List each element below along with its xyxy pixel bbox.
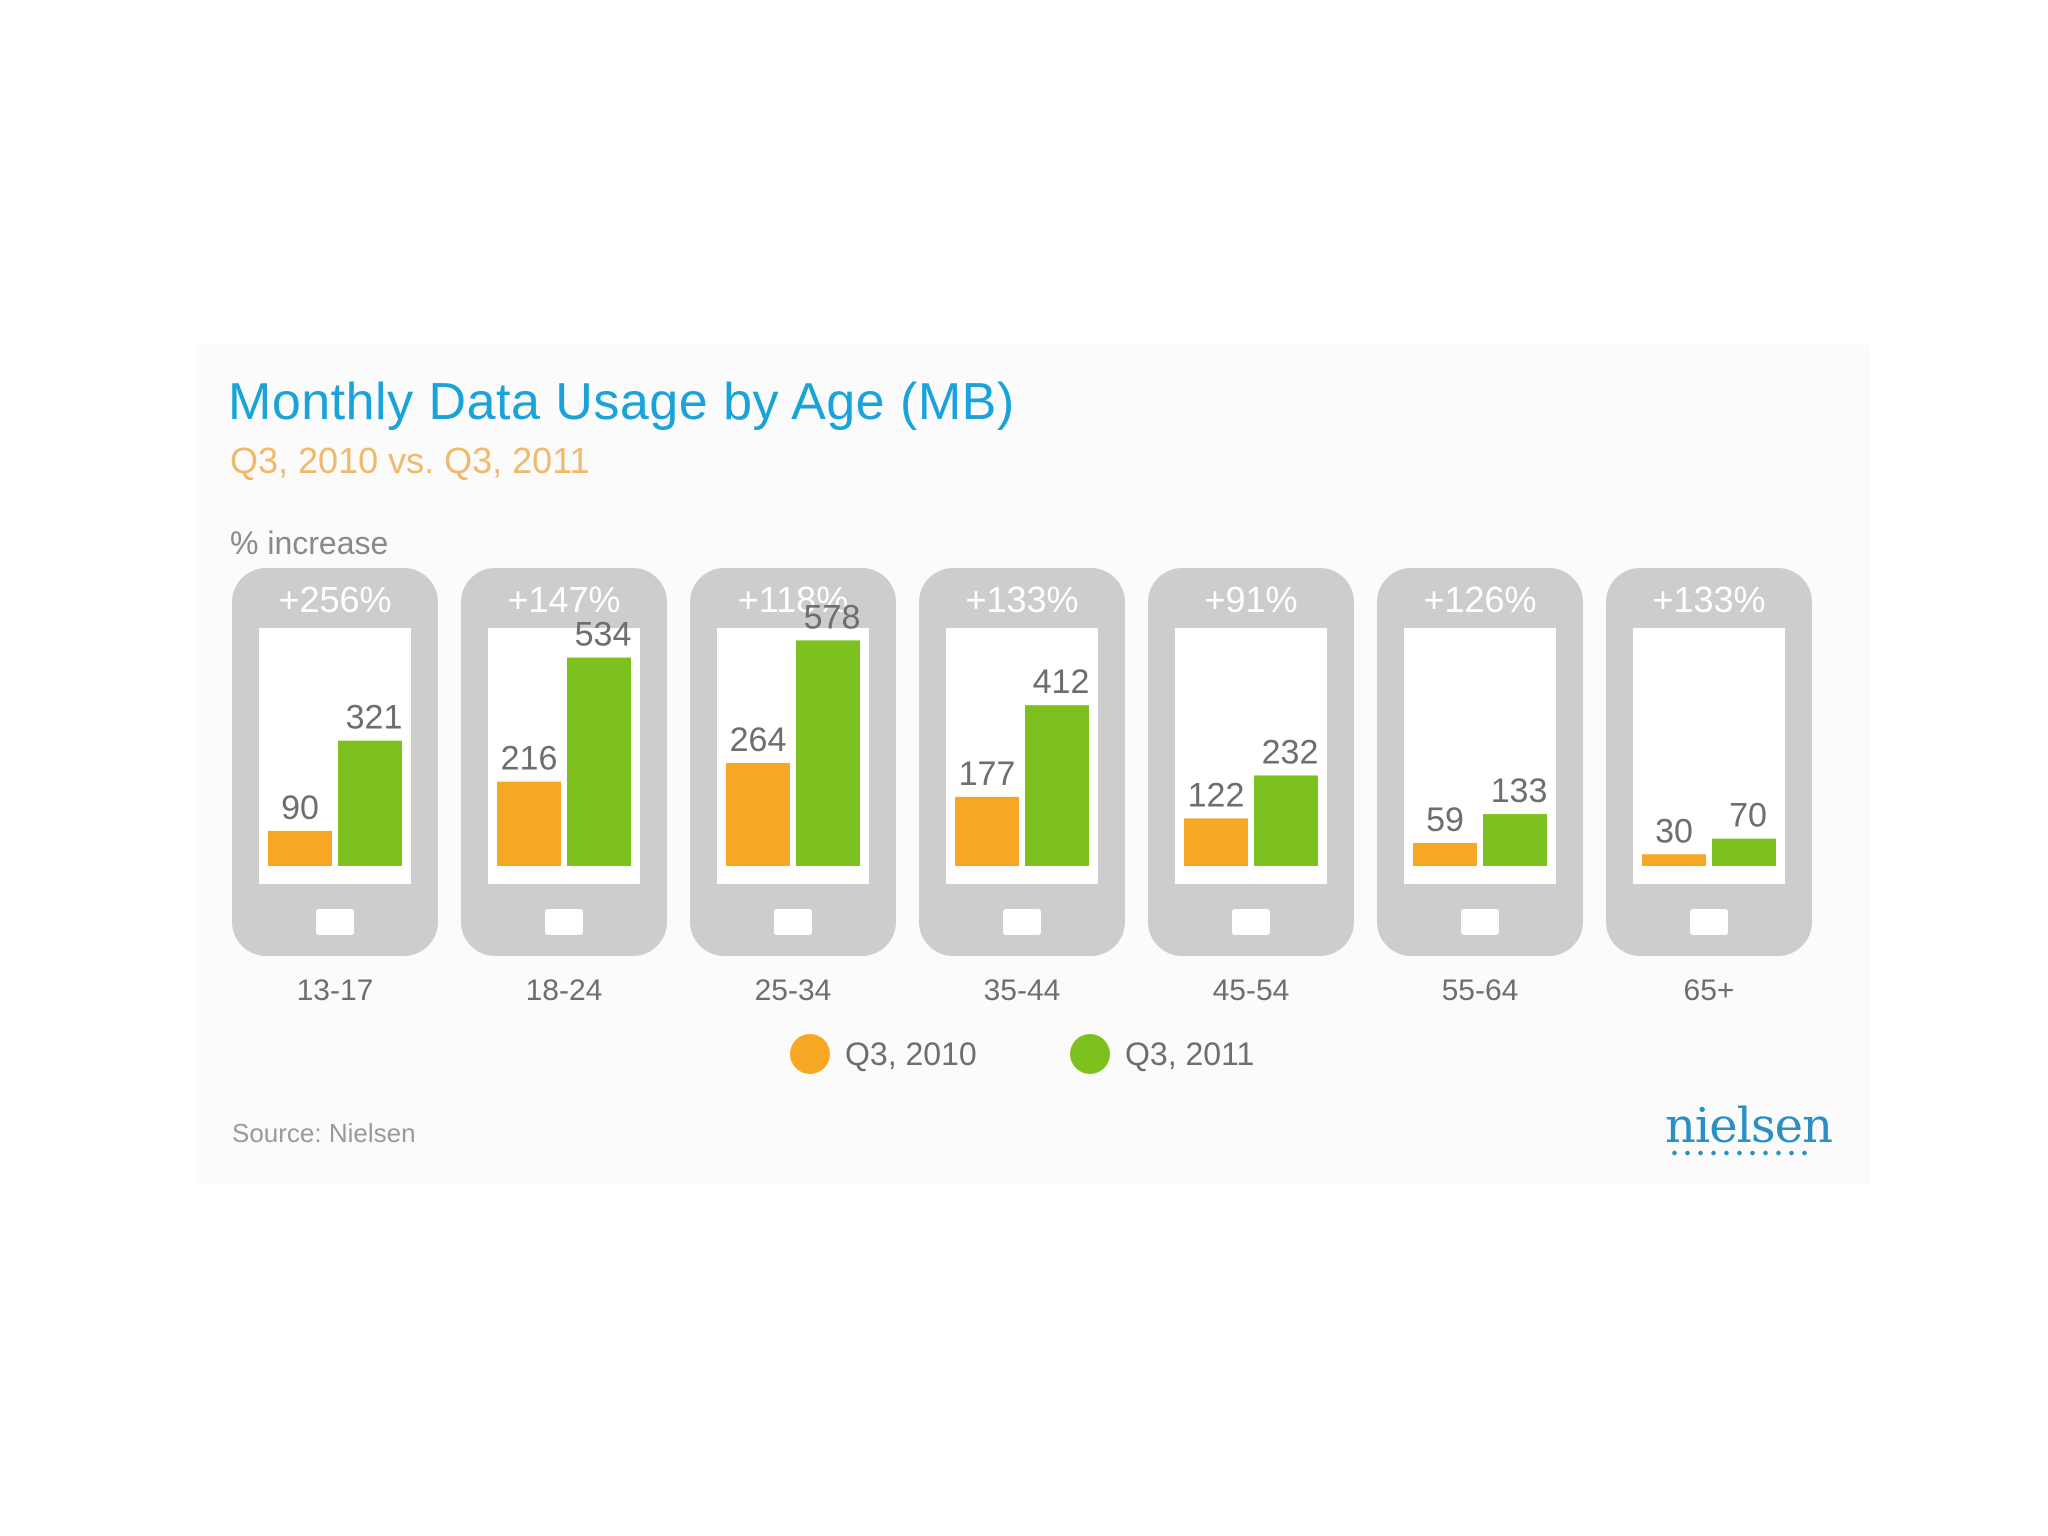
legend-label: Q3, 2010: [845, 1036, 977, 1072]
data-label: 534: [575, 616, 632, 654]
bar-q3-2011: [796, 640, 860, 866]
bar-q3-2010: [726, 762, 790, 866]
bar-q3-2011: [567, 657, 631, 866]
phone-home-button: [1690, 909, 1728, 935]
category-label: 25-34: [755, 974, 832, 1007]
percent-increase-label: % increase: [230, 525, 389, 561]
increase-label: +133%: [1652, 579, 1765, 620]
chart-title: Monthly Data Usage by Age (MB): [228, 373, 1015, 431]
category-label: 18-24: [526, 974, 603, 1007]
nielsen-logo: nielsen: [1665, 1098, 1833, 1154]
increase-label: +256%: [278, 579, 391, 620]
category-label: 35-44: [984, 974, 1061, 1007]
category-label: 13-17: [297, 974, 374, 1007]
data-label: 30: [1655, 812, 1693, 850]
bar-q3-2011: [1712, 838, 1776, 866]
nielsen-logo-dots: [1668, 1150, 1814, 1156]
data-label: 133: [1491, 772, 1548, 810]
bar-q3-2010: [955, 796, 1019, 866]
data-label: 578: [804, 598, 861, 636]
legend-marker: [1070, 1034, 1110, 1074]
category-label: 55-64: [1442, 974, 1519, 1007]
bar-q3-2011: [1025, 705, 1089, 866]
phone-home-button: [1003, 909, 1041, 935]
bar-q3-2010: [1184, 818, 1248, 866]
data-label: 122: [1188, 776, 1245, 814]
bar-q3-2010: [497, 781, 561, 866]
data-label: 90: [281, 789, 319, 827]
data-label: 216: [501, 740, 558, 778]
increase-label: +147%: [507, 579, 620, 620]
phone-home-button: [545, 909, 583, 935]
category-label: 45-54: [1213, 974, 1290, 1007]
bar-q3-2011: [338, 740, 402, 866]
legend-label: Q3, 2011: [1125, 1036, 1254, 1072]
data-label: 70: [1729, 797, 1767, 835]
chart-subtitle: Q3, 2010 vs. Q3, 2011: [230, 440, 590, 481]
data-label: 59: [1426, 801, 1464, 839]
data-label: 177: [959, 755, 1016, 793]
phone-home-button: [316, 909, 354, 935]
increase-label: +133%: [965, 579, 1078, 620]
data-label: 412: [1033, 663, 1090, 701]
bar-q3-2011: [1483, 814, 1547, 866]
bar-q3-2010: [268, 830, 332, 866]
bar-q3-2010: [1642, 854, 1706, 866]
phone-home-button: [1461, 909, 1499, 935]
phone-home-button: [774, 909, 812, 935]
data-label: 264: [730, 721, 787, 759]
increase-label: +118%: [738, 579, 848, 620]
increase-label: +91%: [1204, 579, 1297, 620]
legend-marker: [790, 1034, 830, 1074]
bar-q3-2010: [1413, 842, 1477, 866]
category-label: 65+: [1684, 974, 1735, 1007]
data-label: 232: [1262, 733, 1319, 771]
increase-label: +126%: [1423, 579, 1536, 620]
bar-q3-2011: [1254, 775, 1318, 866]
phone-home-button: [1232, 909, 1270, 935]
data-label: 321: [346, 699, 403, 737]
source-note: Source: Nielsen: [232, 1118, 416, 1148]
